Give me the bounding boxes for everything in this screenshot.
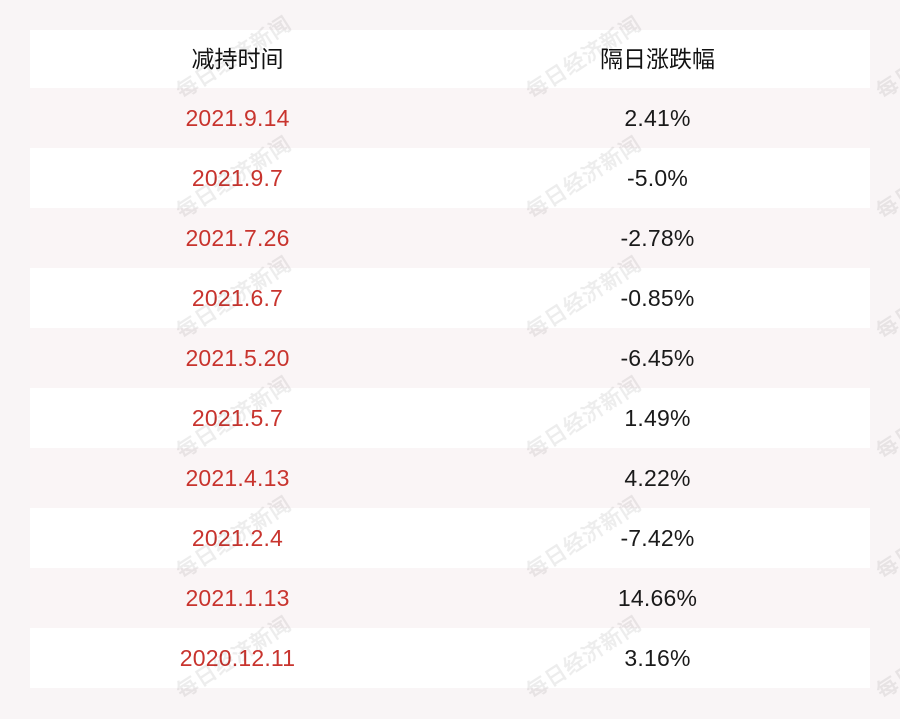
cell-date: 2021.6.7 (30, 268, 445, 328)
change-value: 1.49% (624, 404, 691, 431)
cell-change: -7.42% (445, 508, 870, 568)
cell-date: 2021.5.7 (30, 388, 445, 448)
date-value: 2021.4.13 (185, 464, 290, 491)
cell-date: 2021.9.14 (30, 88, 445, 148)
table-row: 2021.9.7 -5.0% (30, 148, 870, 208)
cell-date: 2021.5.20 (30, 328, 445, 388)
date-value: 2021.5.7 (191, 404, 284, 431)
date-value: 2021.9.14 (185, 104, 290, 131)
watermark-text: 每日经济新闻 (872, 251, 900, 344)
cell-date: 2021.1.13 (30, 568, 445, 628)
cell-change: -2.78% (445, 208, 870, 268)
change-value: -6.45% (620, 344, 695, 371)
date-value: 2021.6.7 (191, 284, 284, 311)
table-row: 2021.2.4 -7.42% (30, 508, 870, 568)
cell-change: 2.41% (445, 88, 870, 148)
cell-date: 2021.2.4 (30, 508, 445, 568)
date-value: 2021.9.7 (191, 164, 284, 191)
cell-change: 1.49% (445, 388, 870, 448)
change-value: -5.0% (626, 164, 689, 191)
table-header-row: 减持时间 隔日涨跌幅 (30, 30, 870, 88)
table-row: 2021.5.7 1.49% (30, 388, 870, 448)
cell-date: 2020.12.11 (30, 628, 445, 688)
cell-date: 2021.7.26 (30, 208, 445, 268)
column-header-change: 隔日涨跌幅 (445, 30, 870, 88)
watermark-text: 每日经济新闻 (872, 611, 900, 704)
change-value: 14.66% (617, 584, 698, 611)
table-row: 2021.5.20 -6.45% (30, 328, 870, 388)
watermark-text: 每日经济新闻 (872, 11, 900, 104)
watermark-text: 每日经济新闻 (872, 131, 900, 224)
table-row: 2020.12.11 3.16% (30, 628, 870, 688)
table-body: 2021.9.14 2.41% 2021.9.7 -5.0% 2021.7.26 -2.7… (30, 88, 870, 688)
cell-date: 2021.9.7 (30, 148, 445, 208)
cell-change: 3.16% (445, 628, 870, 688)
date-value: 2021.7.26 (185, 224, 290, 251)
column-header-change-label: 隔日涨跌幅 (600, 45, 715, 72)
reduction-schedule-table: 减持时间 隔日涨跌幅 2021.9.14 2.41% 2021.9.7 -5.0% 20… (30, 30, 870, 688)
date-value: 2021.1.13 (185, 584, 290, 611)
cell-change: -5.0% (445, 148, 870, 208)
date-value: 2021.2.4 (191, 524, 284, 551)
table-row: 2021.1.13 14.66% (30, 568, 870, 628)
cell-change: -0.85% (445, 268, 870, 328)
table-row: 2021.9.14 2.41% (30, 88, 870, 148)
watermark-text: 每日经济新闻 (872, 371, 900, 464)
date-value: 2021.5.20 (185, 344, 290, 371)
change-value: 3.16% (624, 644, 691, 671)
table-row: 2021.4.13 4.22% (30, 448, 870, 508)
change-value: -0.85% (620, 284, 695, 311)
change-value: -7.42% (620, 524, 695, 551)
change-value: 2.41% (624, 104, 691, 131)
column-header-date-label: 减持时间 (191, 45, 284, 72)
column-header-date: 减持时间 (30, 30, 445, 88)
change-value: -2.78% (620, 224, 695, 251)
date-value: 2020.12.11 (179, 644, 296, 671)
cell-change: 14.66% (445, 568, 870, 628)
cell-change: -6.45% (445, 328, 870, 388)
table-row: 2021.6.7 -0.85% (30, 268, 870, 328)
watermark-text: 每日经济新闻 (872, 491, 900, 584)
cell-date: 2021.4.13 (30, 448, 445, 508)
table-row: 2021.7.26 -2.78% (30, 208, 870, 268)
change-value: 4.22% (624, 464, 691, 491)
cell-change: 4.22% (445, 448, 870, 508)
